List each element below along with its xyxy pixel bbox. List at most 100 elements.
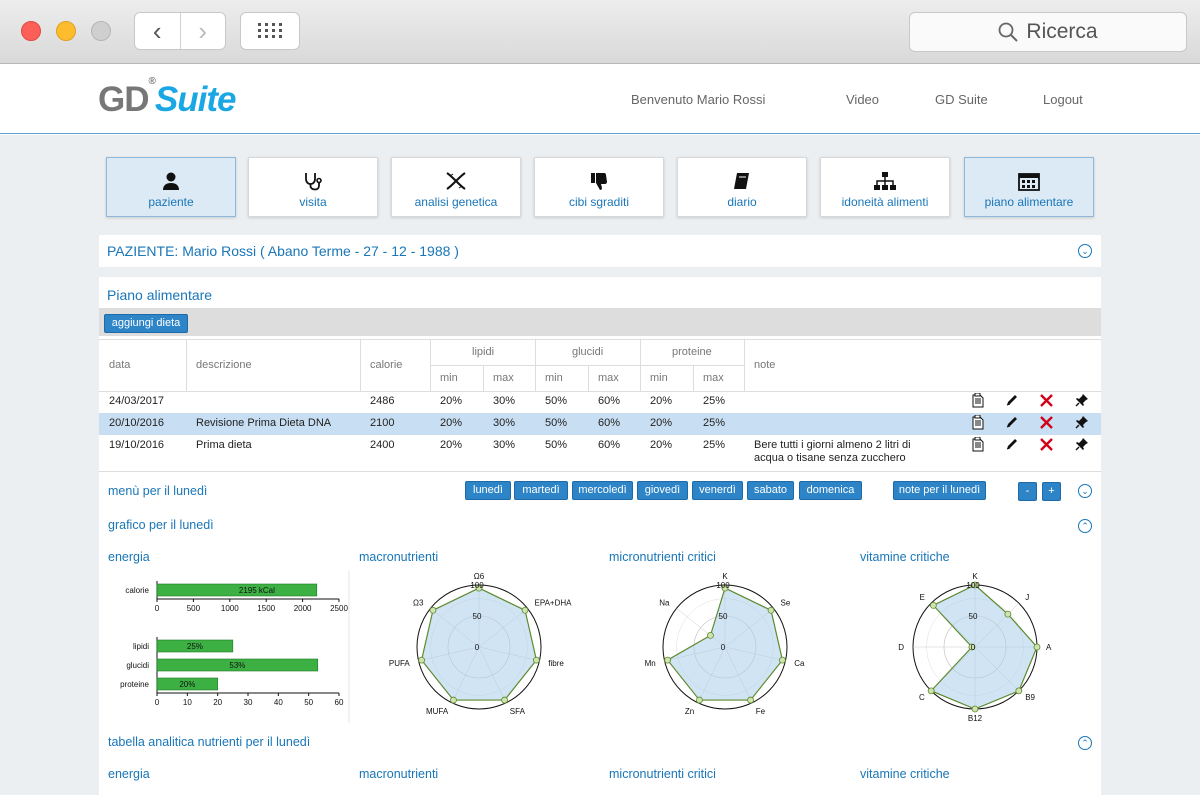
category-label: lipidi [133,642,149,651]
minus-button[interactable]: - [1018,482,1037,501]
col-header-note: note [754,359,776,371]
pin-icon[interactable] [1075,415,1091,431]
note-day-button[interactable]: note per il lunedì [893,481,986,500]
divider [693,365,694,391]
graph-title: grafico per il lunedì [108,518,214,532]
back-button[interactable]: ‹ [135,13,180,49]
tick-label: 2500 [330,604,348,613]
tile-label: analisi genetica [414,195,498,209]
report-icon[interactable] [971,414,987,431]
bar-value-label: 2195 kCal [239,586,275,595]
plan-toolbar [99,308,1101,336]
forward-button[interactable]: › [179,13,226,49]
radar-axis-label: MUFA [426,707,449,716]
radar-point [533,656,540,664]
radar-point [475,584,483,592]
category-label: glucidi [126,661,149,670]
tile-cibi-sgraditi[interactable]: cibi sgraditi [534,157,664,217]
logo-suite: Suite [154,80,237,119]
cell-calorie: 2400 [370,439,395,451]
radar-axis-label: fibre [548,659,564,668]
chevron-down-icon[interactable]: ⌄ [1078,244,1092,258]
chevron-up-icon[interactable]: ⌃ [1078,519,1092,533]
pencil-icon[interactable] [1005,393,1021,409]
apps-grid-button[interactable] [240,12,300,50]
chevron-left-icon: ‹ [152,15,162,46]
col-header-data: data [109,359,131,371]
radar-axis-label: EPA+DHA [535,599,573,608]
cell-pro-min: 20% [650,395,673,407]
radar-point [707,632,714,639]
day-button[interactable]: venerdì [692,481,743,500]
radar-axis-label: Se [781,599,791,608]
col-header-lipidi: lipidi [472,346,495,358]
report-icon[interactable] [971,436,987,453]
tile-analisi-genetica[interactable]: analisi genetica [391,157,521,217]
nav-link-logout[interactable]: Logout [1043,92,1083,107]
radar-point [1004,610,1012,618]
radar-axis-label: PUFA [389,659,411,668]
plan-panel: Piano alimentare aggiungi dieta data des… [99,277,1101,795]
delete-icon[interactable] [1039,437,1055,453]
radar-point [968,643,976,651]
day-button[interactable]: giovedì [637,481,688,500]
tick-label: 0 [155,604,160,613]
nav-link-gd-suite[interactable]: GD Suite [935,92,988,107]
patient-panel[interactable]: PAZIENTE: Mario Rossi ( Abano Terme - 27… [99,235,1101,267]
cell-lip-min: 20% [440,439,463,451]
tile-label: paziente [148,195,194,209]
pin-icon[interactable] [1075,393,1091,409]
tick-label: 500 [187,604,201,613]
search-icon [999,22,1019,42]
tile-label: diario [727,195,757,209]
chevron-right-icon: › [198,15,208,46]
minimize-window-button[interactable] [56,21,76,41]
add-diet-button[interactable]: aggiungi dieta [104,314,188,333]
radar-axis-label: D [898,643,904,652]
pencil-icon[interactable] [1005,437,1021,453]
gd-suite-logo[interactable]: GD®Suite [98,76,237,120]
tile-label: idoneità alimenti [841,195,929,209]
day-button[interactable]: sabato [747,481,794,500]
report-icon[interactable] [971,392,987,409]
sitemap-icon [874,172,896,190]
bar-value-label: 53% [229,661,245,670]
radar-point [696,696,703,704]
chevron-up-icon[interactable]: ⌃ [1078,736,1092,750]
day-button[interactable]: mercoledì [572,481,633,500]
patient-title: PAZIENTE: Mario Rossi ( Abano Terme - 27… [107,243,459,259]
tile-piano-alimentare[interactable]: piano alimentare [964,157,1094,217]
browser-toolbar: ‹ › Ricerca [0,0,1200,64]
tick-label: 1000 [221,604,239,613]
pencil-icon[interactable] [1005,415,1021,431]
plus-button[interactable]: + [1042,482,1061,501]
tile-visita[interactable]: visita [248,157,378,217]
tile-idoneita-alimenti[interactable]: idoneità alimenti [820,157,950,217]
radar-axis-label: J [1025,593,1029,602]
day-button[interactable]: martedì [514,481,568,500]
delete-icon[interactable] [1039,415,1055,431]
radar-point [779,656,786,664]
category-label: calorie [125,586,149,595]
cell-pro-min: 20% [650,417,673,429]
zoom-window-button[interactable] [91,21,111,41]
logo-gd: GD [98,80,149,119]
divider [99,339,1101,340]
search-field[interactable]: Ricerca [909,12,1187,52]
delete-icon[interactable] [1039,393,1055,409]
tile-paziente[interactable]: paziente [106,157,236,217]
cell-lip-min: 20% [440,395,463,407]
chevron-down-icon[interactable]: ⌄ [1078,484,1092,498]
analytic-table-section: tabella analitica nutrienti per il luned… [99,723,1101,795]
radar-point [501,696,508,704]
bar [156,583,318,597]
pin-icon[interactable] [1075,437,1091,453]
day-button[interactable]: lunedì [465,481,511,500]
tile-diario[interactable]: diario [677,157,807,217]
radar-point [767,606,775,614]
radar-series [420,587,538,701]
day-button[interactable]: domenica [799,481,862,500]
close-window-button[interactable] [21,21,41,41]
cell-pro-max: 25% [703,439,726,451]
nav-link-video[interactable]: Video [846,92,880,107]
